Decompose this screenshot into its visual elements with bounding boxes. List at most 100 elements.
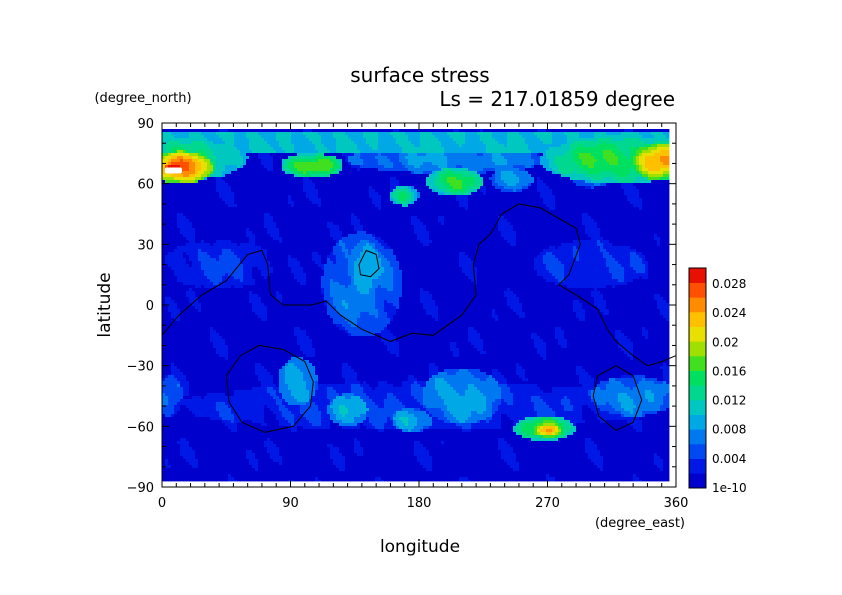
heatmap-cell <box>294 213 298 217</box>
heatmap-cell <box>618 150 622 154</box>
heatmap-cell <box>393 138 397 142</box>
heatmap-cell <box>417 129 421 133</box>
heatmap-cell <box>363 204 367 208</box>
heatmap-cell <box>360 150 364 154</box>
heatmap-cell <box>180 150 184 154</box>
heatmap-cell <box>648 141 652 145</box>
heatmap-cell <box>408 189 412 193</box>
heatmap-cell <box>474 150 478 154</box>
heatmap-cell <box>411 135 415 139</box>
heatmap-cell <box>408 195 412 199</box>
heatmap-cell <box>453 183 457 187</box>
heatmap-cell <box>366 183 370 187</box>
heatmap-cell <box>597 180 601 184</box>
heatmap-cell <box>219 156 223 160</box>
heatmap-cell <box>249 177 253 181</box>
heatmap-cell <box>393 129 397 133</box>
heatmap-cell <box>615 132 619 136</box>
heatmap-cell <box>282 189 286 193</box>
heatmap-cell <box>279 186 283 190</box>
heatmap-cell <box>423 165 427 169</box>
heatmap-cell <box>537 174 541 178</box>
heatmap-cell <box>651 159 655 163</box>
heatmap-cell <box>576 201 580 205</box>
heatmap-cell <box>297 189 301 193</box>
heatmap-cell <box>279 141 283 145</box>
heatmap-cell <box>201 138 205 142</box>
heatmap-cell <box>351 138 355 142</box>
heatmap-cell <box>600 156 604 160</box>
heatmap-cell <box>651 138 655 142</box>
heatmap-cell <box>384 204 388 208</box>
heatmap-cell <box>333 192 337 196</box>
heatmap-cell <box>168 174 172 178</box>
heatmap-cell <box>555 174 559 178</box>
heatmap-cell <box>333 147 337 151</box>
heatmap-cell <box>654 153 658 157</box>
heatmap-cell <box>627 195 631 199</box>
heatmap-cell <box>330 159 334 163</box>
heatmap-cell <box>306 132 310 136</box>
heatmap-cell <box>333 156 337 160</box>
heatmap-cell <box>507 201 511 205</box>
heatmap-cell <box>513 138 517 142</box>
heatmap-cell <box>249 180 253 184</box>
heatmap-cell <box>591 198 595 202</box>
heatmap-cell <box>657 198 661 202</box>
heatmap-cell <box>315 177 319 181</box>
heatmap-cell <box>288 195 292 199</box>
heatmap-cell <box>486 144 490 148</box>
heatmap-cell <box>447 150 451 154</box>
heatmap-cell <box>465 147 469 151</box>
heatmap-cell <box>216 171 220 175</box>
heatmap-cell <box>303 141 307 145</box>
heatmap-cell <box>231 192 235 196</box>
heatmap-cell <box>234 135 238 139</box>
heatmap-cell <box>459 207 463 211</box>
heatmap-cell <box>459 174 463 178</box>
heatmap-cell <box>642 204 646 208</box>
heatmap-cell <box>375 216 379 220</box>
heatmap-cell <box>564 165 568 169</box>
heatmap-cell <box>249 153 253 157</box>
heatmap-cell <box>240 195 244 199</box>
heatmap-cell <box>237 180 241 184</box>
heatmap-cell <box>408 210 412 214</box>
heatmap-cell <box>585 168 589 172</box>
heatmap-cell <box>576 210 580 214</box>
heatmap-cell <box>174 162 178 166</box>
heatmap-cell <box>639 198 643 202</box>
heatmap-cell <box>570 186 574 190</box>
heatmap-cell <box>297 144 301 148</box>
heatmap-cell <box>294 216 298 220</box>
heatmap-cell <box>579 177 583 181</box>
heatmap-cell <box>393 147 397 151</box>
heatmap-cell <box>483 165 487 169</box>
heatmap-cell <box>639 171 643 175</box>
heatmap-cell <box>258 159 262 163</box>
heatmap-cell <box>414 207 418 211</box>
heatmap-cell <box>654 177 658 181</box>
heatmap-cell <box>441 177 445 181</box>
heatmap-cell <box>411 183 415 187</box>
heatmap-cell <box>291 156 295 160</box>
heatmap-cell <box>591 171 595 175</box>
heatmap-cell <box>636 186 640 190</box>
heatmap-cell <box>312 150 316 154</box>
heatmap-cell <box>546 168 550 172</box>
heatmap-cell <box>240 156 244 160</box>
heatmap-cell <box>546 147 550 151</box>
heatmap-cell <box>507 171 511 175</box>
heatmap-cell <box>246 147 250 151</box>
heatmap-cell <box>558 195 562 199</box>
heatmap-cell <box>306 183 310 187</box>
heatmap-cell <box>435 141 439 145</box>
heatmap-cell <box>213 168 217 172</box>
heatmap-cell <box>213 189 217 193</box>
heatmap-cell <box>450 180 454 184</box>
heatmap-cell <box>462 180 466 184</box>
heatmap-cell <box>267 132 271 136</box>
heatmap-cell <box>504 198 508 202</box>
heatmap-cell <box>459 156 463 160</box>
heatmap-cell <box>474 153 478 157</box>
